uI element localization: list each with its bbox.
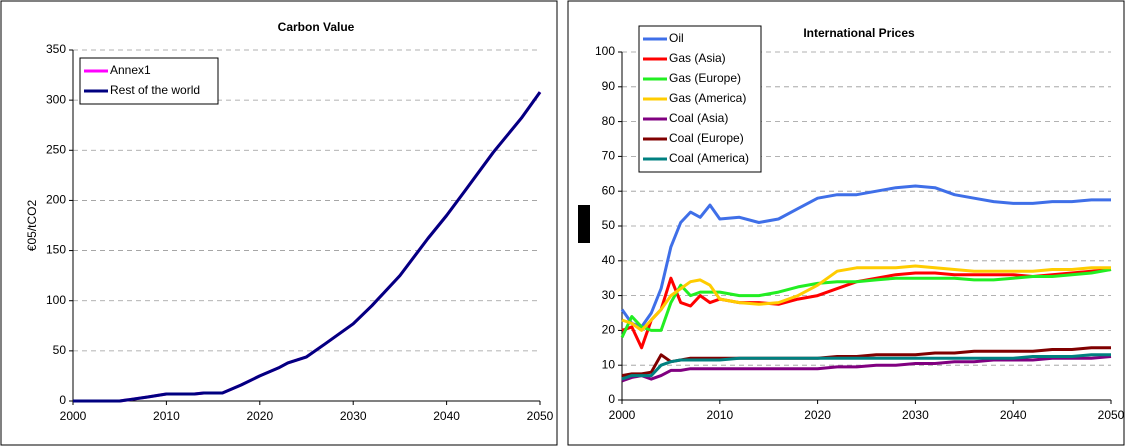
x-tick-label: 2020: [804, 408, 831, 422]
y-tick-label: 0: [608, 392, 615, 406]
x-tick-label: 2010: [706, 408, 733, 422]
x-tick-label: 2050: [1098, 408, 1125, 422]
legend-label: Gas (Asia): [669, 51, 726, 65]
y-axis-label-box: [578, 205, 590, 243]
chart-title: Carbon Value: [278, 20, 355, 34]
y-tick-label: 80: [602, 114, 616, 128]
x-tick-label: 2040: [433, 409, 460, 423]
y-tick-label: 300: [46, 92, 66, 106]
y-tick-label: 30: [602, 288, 616, 302]
plot-area: [73, 50, 540, 401]
x-tick-label: 2030: [340, 409, 367, 423]
y-tick-label: 0: [59, 393, 66, 407]
y-tick-label: 10: [602, 357, 616, 371]
line-series: [621, 264, 1111, 332]
legend-label: Coal (Asia): [669, 111, 728, 125]
x-tick-label: 2000: [609, 408, 636, 422]
y-tick-label: 40: [602, 253, 616, 267]
y-tick-label: 70: [602, 149, 616, 163]
y-tick-label: 250: [46, 142, 66, 156]
line-series: [621, 353, 1111, 381]
y-tick-label: 20: [602, 323, 616, 337]
x-tick-label: 2050: [527, 409, 554, 423]
x-tick-label: 2010: [153, 409, 180, 423]
y-tick-label: 50: [53, 343, 67, 357]
legend-label: Rest of the world: [110, 83, 200, 97]
legend-box: [79, 57, 219, 105]
x-tick-label: 2030: [902, 408, 929, 422]
y-tick-label: 60: [602, 183, 616, 197]
x-tick-label: 2020: [246, 409, 273, 423]
legend-label: Annex1: [110, 63, 151, 77]
y-tick-label: 100: [595, 44, 615, 58]
y-tick-label: 200: [46, 193, 66, 207]
y-tick-label: 350: [46, 42, 66, 56]
y-tick-label: 150: [46, 243, 66, 257]
legend-label: Coal (Europe): [669, 131, 744, 145]
y-tick-label: 50: [602, 218, 616, 232]
legend-label: Gas (Europe): [669, 71, 741, 85]
line-series: [620, 184, 1111, 329]
x-tick-label: 2000: [60, 409, 87, 423]
line-series: [73, 91, 542, 403]
y-axis-label: €05/tCO2: [25, 199, 39, 251]
chart-title: International Prices: [803, 26, 915, 40]
y-tick-label: 90: [602, 79, 616, 93]
line-series: [621, 355, 1112, 383]
line-series: [621, 268, 1112, 350]
legend-label: Gas (America): [669, 91, 746, 105]
y-tick-label: 100: [46, 293, 66, 307]
legend-label: Coal (America): [669, 151, 749, 165]
x-tick-label: 2040: [1000, 408, 1027, 422]
chart: 0 50 100 150 200 250 300 350 2000 2010 2020 2030 204…: [0, 0, 558, 446]
legend-label: Oil: [669, 31, 684, 45]
